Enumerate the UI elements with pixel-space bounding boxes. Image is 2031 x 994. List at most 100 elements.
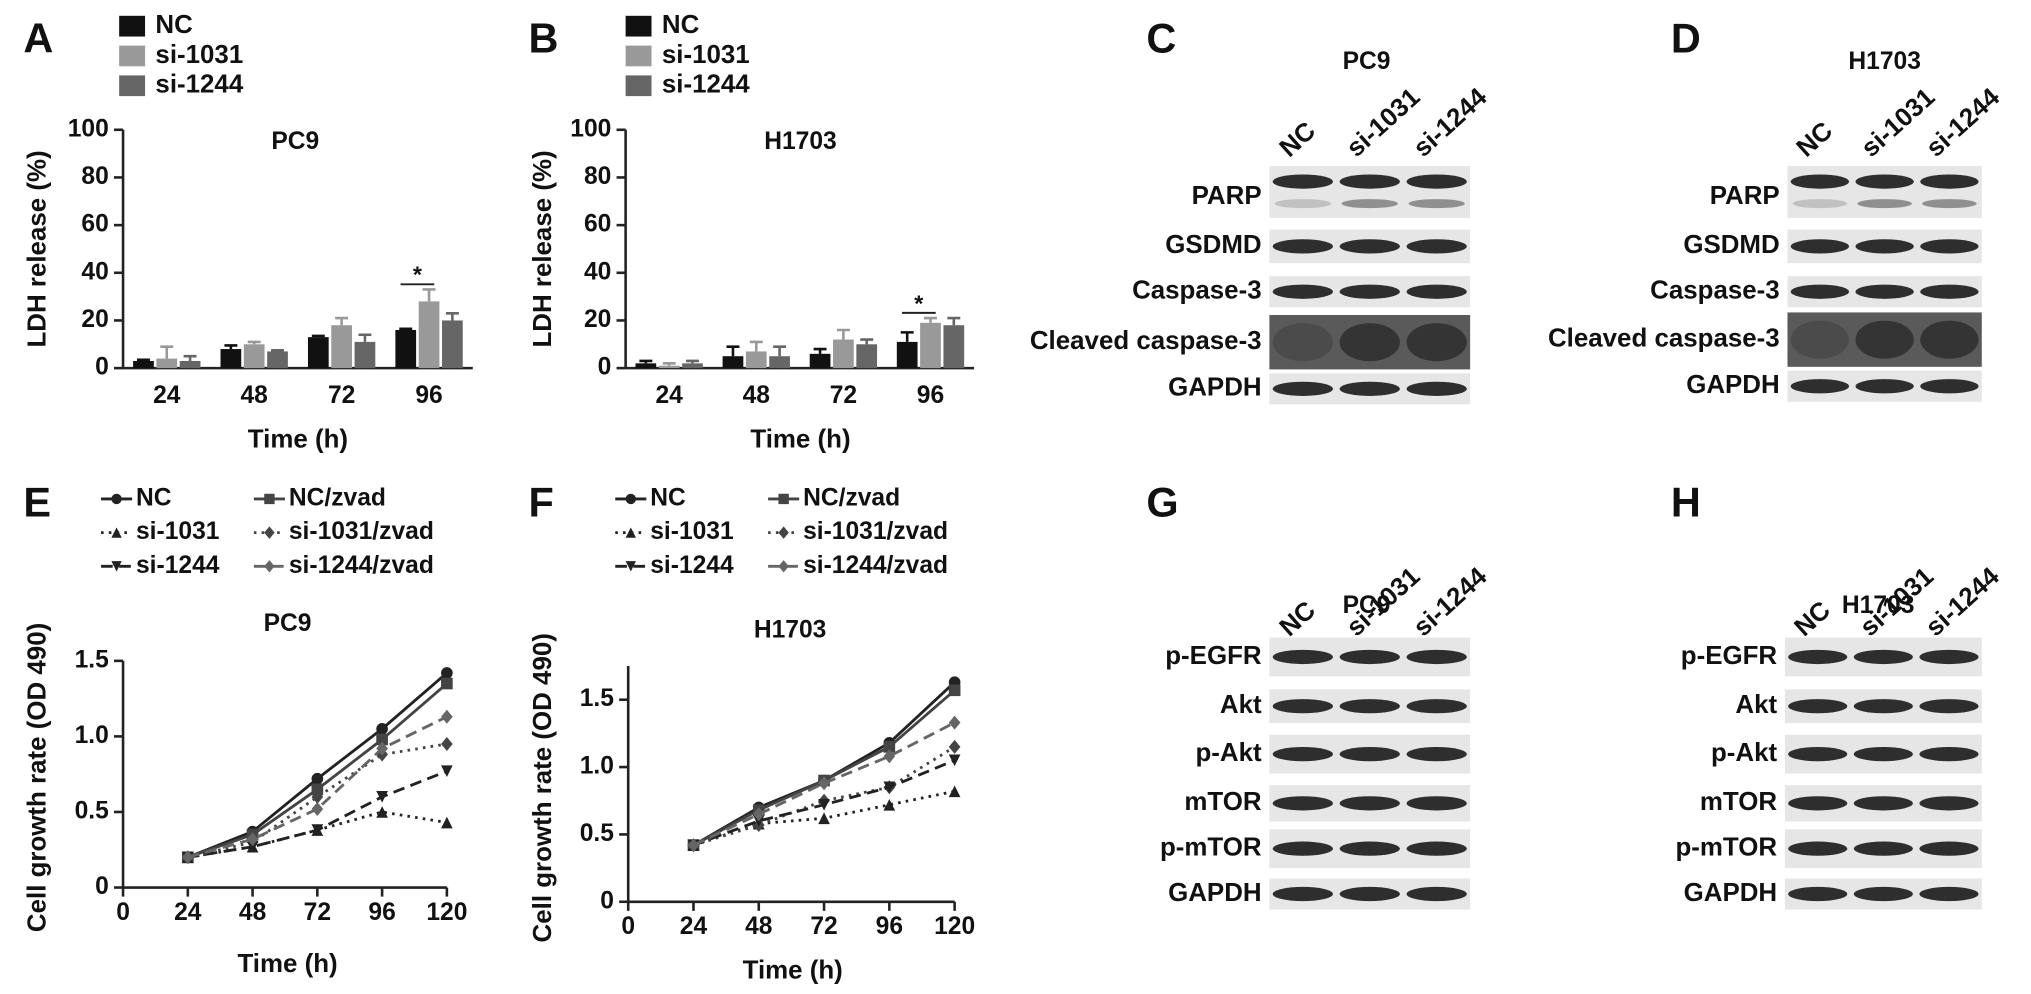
blot-band <box>1790 239 1850 254</box>
blot-band <box>1853 699 1913 714</box>
panel-label: H <box>1671 478 1701 525</box>
blot-band <box>1272 284 1333 299</box>
marker <box>376 791 388 803</box>
legend-label: si-1031 <box>136 518 219 545</box>
y-tick-label: 1.0 <box>75 722 109 749</box>
marker <box>883 749 896 764</box>
marker <box>311 801 324 816</box>
blot-strip <box>1787 166 1982 218</box>
blot-row-label: GSDMD <box>1165 231 1261 259</box>
legend-swatch <box>625 45 652 67</box>
lane-label: si-1244 <box>1921 83 2005 163</box>
legend-label: si-1244/zvad <box>289 552 434 579</box>
marker <box>376 723 388 735</box>
legend-label: si-1031 <box>155 41 243 69</box>
x-axis-title: Time (h) <box>248 425 348 453</box>
marker <box>818 776 830 791</box>
bar <box>307 337 329 369</box>
bar <box>220 349 242 369</box>
marker <box>778 526 789 539</box>
bar <box>833 339 854 369</box>
blot-title: PC9 <box>1343 592 1391 619</box>
error-bar <box>399 327 413 331</box>
blot-row-label: Akt <box>1735 691 1777 719</box>
blot-band <box>1406 746 1467 762</box>
blot-row-label: mTOR <box>1700 788 1778 816</box>
x-tick-label: 72 <box>810 913 837 940</box>
legend-label: si-1244 <box>136 552 220 579</box>
x-tick-label: 48 <box>743 382 770 409</box>
marker <box>264 493 275 505</box>
marker <box>883 781 896 794</box>
legend-swatch <box>625 15 652 37</box>
legend-swatch <box>119 15 146 37</box>
blot-row-label: GAPDH <box>1684 879 1778 907</box>
error-bar <box>271 348 284 352</box>
blot-title: PC9 <box>1343 48 1391 75</box>
blot-row-label: PARP <box>1192 182 1262 210</box>
panel-label: A <box>23 15 53 62</box>
error-bar <box>183 354 197 361</box>
marker <box>441 667 453 679</box>
bar <box>156 358 178 369</box>
blot-row-label: Cleaved caspase-3 <box>1030 327 1262 355</box>
panel-label: B <box>528 15 558 62</box>
blot-row-label: Cleaved caspase-3 <box>1548 324 1780 352</box>
x-tick-label: 24 <box>153 382 181 409</box>
y-tick-label: 60 <box>81 211 108 238</box>
blot-band <box>1339 323 1400 362</box>
legend-label: si-1031/zvad <box>803 518 948 545</box>
annotation: * <box>914 290 924 316</box>
error-bar <box>639 359 653 364</box>
blot-band <box>1272 796 1333 811</box>
marker <box>948 715 961 730</box>
blot-band <box>1855 379 1914 394</box>
blot-band <box>1272 381 1333 396</box>
blot-band <box>1339 381 1400 396</box>
blot-band <box>1920 239 1979 254</box>
marker <box>818 798 830 811</box>
bar <box>920 322 941 369</box>
blot-band <box>1855 284 1914 299</box>
x-tick-label: 72 <box>304 899 331 926</box>
y-axis-title: Cell growth rate (OD 490) <box>24 623 52 932</box>
blot-band <box>1853 649 1913 665</box>
blot-band <box>1790 284 1850 299</box>
blot-band <box>1855 320 1914 359</box>
x-tick-label: 24 <box>174 899 202 926</box>
blot-band <box>1406 841 1467 856</box>
blot-band <box>1406 284 1467 299</box>
bar <box>395 329 417 369</box>
marker <box>111 527 122 538</box>
marker <box>625 493 636 505</box>
blot-band <box>1919 841 1979 856</box>
y-tick-label: 80 <box>81 163 108 190</box>
series-line <box>692 721 956 847</box>
blot-band <box>1272 841 1333 856</box>
blot-band <box>1920 379 1979 394</box>
bar <box>809 353 831 369</box>
x-tick-label: 72 <box>328 382 355 409</box>
marker <box>264 560 275 573</box>
error-bar <box>773 345 787 357</box>
blot-band <box>1788 796 1848 811</box>
y-tick-label: 0 <box>598 354 612 381</box>
marker <box>311 772 324 785</box>
y-tick-label: 100 <box>570 115 611 142</box>
bar <box>635 363 657 369</box>
error-bar <box>900 331 914 342</box>
lane-label: NC <box>1275 117 1322 163</box>
blot-band <box>1919 699 1979 714</box>
blot-band <box>1919 886 1979 902</box>
marker <box>441 709 453 724</box>
blot-strip <box>1269 166 1471 218</box>
legend-label: si-1244/zvad <box>803 552 948 579</box>
x-tick-label: 24 <box>655 382 683 409</box>
chart-title: PC9 <box>271 128 319 155</box>
blot-row-label: p-Akt <box>1195 739 1262 767</box>
x-tick-label: 0 <box>621 913 635 940</box>
legend-swatch <box>119 45 146 67</box>
chart-title: PC9 <box>264 610 312 637</box>
x-tick-label: 72 <box>830 382 857 409</box>
